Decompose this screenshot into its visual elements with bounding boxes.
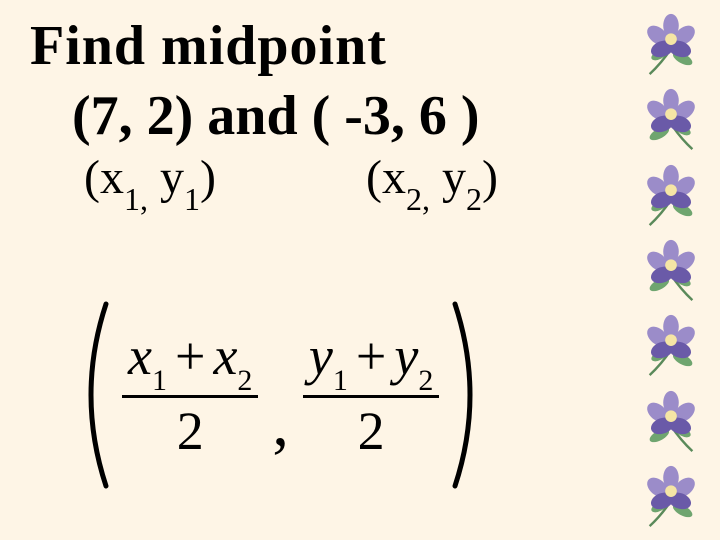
flower-icon — [632, 10, 710, 78]
left-paren-icon — [70, 300, 116, 490]
right-paren-icon — [445, 300, 491, 490]
y1-sub: 1 — [333, 364, 348, 397]
den-2: 2 — [358, 398, 385, 462]
flower-icon — [632, 311, 710, 379]
flower-icon — [632, 161, 710, 229]
label-p2: (x2, y2) — [366, 150, 498, 212]
formula-comma: , — [272, 386, 289, 462]
p1-close: ) — [200, 151, 216, 204]
fraction-y: y1+y2 2 — [303, 328, 439, 461]
point-labels-row: (x1, y1) (x2, y2) — [84, 150, 630, 212]
midpoint-formula: x1+x2 2 , y1+y2 2 — [70, 300, 491, 490]
y2-sub: 2 — [418, 364, 433, 397]
flower-icon — [632, 462, 710, 530]
label-p1: (x1, y1) — [84, 150, 216, 212]
x2-var: x — [213, 326, 237, 386]
title-text: Find midpoint — [30, 14, 630, 78]
p2-sub1: 2, — [406, 181, 430, 217]
p1-sub1: 1, — [124, 181, 148, 217]
y1-var: y — [309, 326, 333, 386]
flower-icon — [632, 387, 710, 455]
y2-var: y — [394, 326, 418, 386]
p2-open: (x — [366, 151, 406, 204]
flower-icon — [632, 236, 710, 304]
x2-sub: 2 — [237, 364, 252, 397]
flower-icon — [632, 85, 710, 153]
den-1: 2 — [177, 398, 204, 462]
flower-border — [626, 10, 716, 530]
p2-sub2: 2 — [466, 181, 482, 217]
x1-var: x — [128, 326, 152, 386]
p1-open: (x — [84, 151, 124, 204]
points-line: (7, 2) and ( -3, 6 ) — [72, 84, 630, 148]
p2-close: ) — [482, 151, 498, 204]
plus-1: + — [167, 326, 213, 386]
fraction-x: x1+x2 2 — [122, 328, 258, 461]
p1-sub2: 1 — [184, 181, 200, 217]
p2-mid: y — [430, 151, 466, 204]
p1-mid: y — [148, 151, 184, 204]
x1-sub: 1 — [152, 364, 167, 397]
plus-2: + — [348, 326, 394, 386]
slide-content: Find midpoint (7, 2) and ( -3, 6 ) (x1, … — [30, 14, 630, 230]
